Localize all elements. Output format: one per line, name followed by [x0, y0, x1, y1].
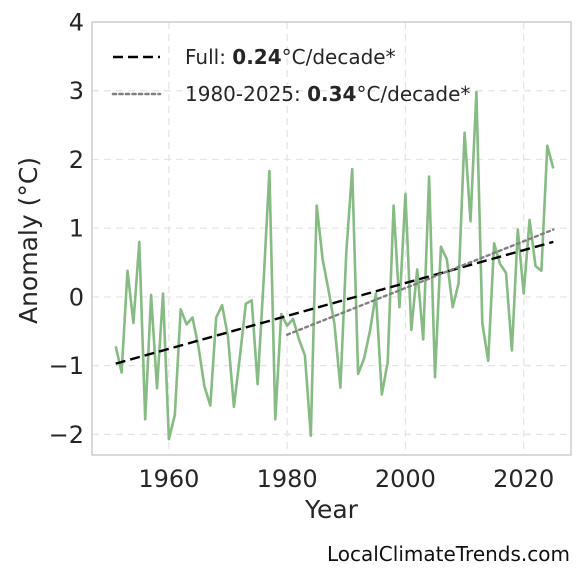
y-tick-label: 1: [69, 215, 84, 243]
full-trend-line: [115, 240, 554, 365]
legend-value: 0.34: [307, 82, 356, 106]
y-tick-label: 4: [69, 9, 84, 37]
legend-suffix: °C/decade*: [356, 82, 470, 106]
y-tick-label: −1: [49, 352, 84, 380]
y-tick-label: 2: [69, 146, 84, 174]
x-tick-label: 2020: [493, 465, 554, 493]
anomaly-series-line: [114, 90, 555, 441]
legend-label: 1980-2025: 0.34°C/decade*: [185, 82, 470, 106]
legend-suffix: °C/decade*: [282, 45, 396, 69]
tick-labels: −2 −1 0 1 2 3 4 1960 1980 2000 2020: [49, 9, 555, 494]
source-credit: LocalClimateTrends.com: [326, 542, 570, 566]
x-tick-label: 1980: [257, 465, 318, 493]
series-layer: [114, 90, 555, 441]
legend-prefix: Full:: [185, 45, 232, 69]
legend-prefix: 1980-2025:: [185, 82, 307, 106]
y-tick-label: 3: [69, 77, 84, 105]
plot-frame: [91, 21, 572, 456]
x-tick-label: 2000: [375, 465, 436, 493]
legend-label: Full: 0.24°C/decade*: [185, 45, 396, 69]
y-tick-label: 0: [69, 283, 84, 311]
y-tick-label: −2: [49, 421, 84, 449]
legend-value: 0.24: [232, 45, 281, 69]
legend: Full: 0.24°C/decade*1980-2025: 0.34°C/de…: [111, 45, 470, 106]
x-tick-label: 1960: [138, 465, 199, 493]
recent-trend-line: [285, 228, 555, 336]
x-axis-label: Year: [304, 495, 359, 524]
y-axis-label: Anomaly (°C): [14, 157, 43, 324]
